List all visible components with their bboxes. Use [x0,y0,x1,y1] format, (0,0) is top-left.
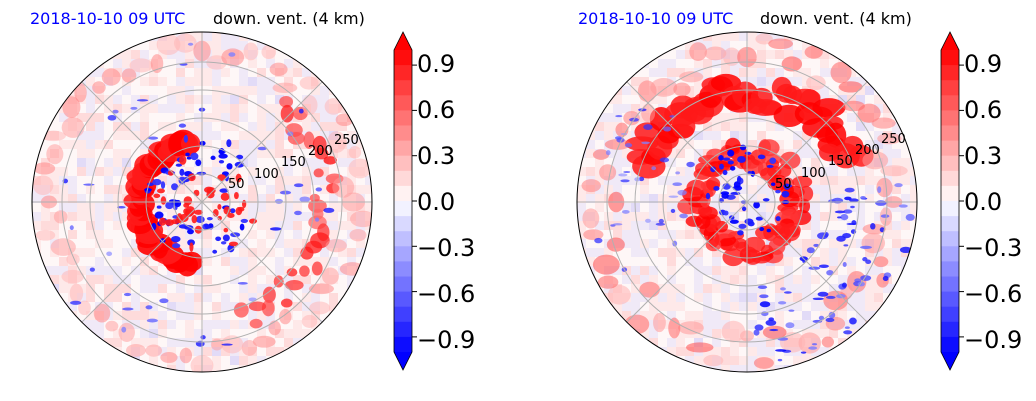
colorbar-level [941,261,959,277]
colorbar-level [941,95,959,111]
angular-grid-line [201,201,323,323]
colorbar-level [394,65,412,81]
polar-grid [577,32,917,372]
radial-tick-labels: 50 100 150 200 250 [228,133,359,192]
colorbar-level [941,185,959,202]
colorbar-level [941,216,959,232]
colorbar-outline [393,31,413,371]
colorbar-level [941,140,959,157]
colorbar-level [394,216,412,232]
colorbar-tick-label: −0.3 [964,234,1022,262]
polar-panel-left: 2018-10-10 09 UTC down. vent. (4 km) 50 … [30,9,475,373]
colorbar-level [394,231,412,247]
colorbar-level [394,80,412,96]
colorbar-extend-max [394,32,412,50]
colorbar-level [941,306,959,323]
radial-tick-label: 200 [855,143,880,158]
panel-date-label: 2018-10-10 09 UTC [30,9,185,28]
colorbar [393,31,417,371]
colorbar-tick-label: −0.6 [417,280,475,308]
colorbar-level [941,155,959,172]
colorbar-level [394,201,412,217]
colorbar-tick-label: −0.9 [964,326,1022,354]
colorbar-level [941,170,959,187]
colorbar-level [941,125,959,142]
colorbar-tick-label: 0.3 [417,142,455,170]
colorbar-tick-label: −0.6 [964,280,1022,308]
colorbar-tick-label: 0.9 [964,50,1002,78]
colorbar-level [394,170,412,187]
radial-tick-label: 150 [281,155,306,170]
colorbar-level [941,276,959,293]
colorbar-level [394,140,412,157]
colorbar-level [941,336,959,353]
radial-tick-label: 150 [828,154,853,169]
colorbar-level [941,291,959,308]
radial-tick-labels: 50 100 150 200 250 [775,132,906,192]
colorbar-level [941,246,959,262]
colorbar [940,31,964,371]
colorbar-level [394,306,412,323]
angular-grid-line [626,201,748,323]
colorbar-level [394,276,412,293]
colorbar-tick-label: 0.6 [964,96,1002,124]
colorbar-level [394,321,412,338]
colorbar-level [394,261,412,277]
colorbar-tick-labels: 0.9 0.6 0.3 0.0 −0.3 −0.6 −0.9 [964,50,1022,354]
angular-grid-line [81,201,203,323]
colorbar-tick-label: −0.9 [417,326,475,354]
colorbar-level [941,231,959,247]
panel-title: down. vent. (4 km) [213,9,365,28]
colorbar-level [941,110,959,126]
colorbar-level [394,50,412,66]
radial-tick-label: 50 [775,177,792,192]
colorbar-level [941,201,959,217]
colorbar-tick-label: 0.0 [964,188,1002,216]
colorbar-tick-label: −0.3 [417,234,475,262]
panel-title: down. vent. (4 km) [760,9,912,28]
panel-date-label: 2018-10-10 09 UTC [578,9,733,28]
radial-tick-label: 250 [334,133,359,148]
colorbar-extend-min [394,352,412,370]
polar-frame [31,31,373,373]
angular-grid-line [201,81,323,203]
colorbar-extend-max [941,32,959,50]
radial-tick-label: 100 [254,167,279,182]
polar-frame [576,31,918,373]
radial-tick-label: 50 [228,177,245,192]
colorbar-extend-min [941,352,959,370]
colorbar-level [941,65,959,81]
colorbar-tick-label: 0.9 [417,50,455,78]
colorbar-tick-labels: 0.9 0.6 0.3 0.0 −0.3 −0.6 −0.9 [417,50,475,354]
colorbar-level [394,125,412,142]
angular-grid-line [746,201,868,323]
radial-tick-label: 100 [801,166,826,181]
colorbar-level [394,246,412,262]
colorbar-level [941,80,959,96]
colorbar-level [394,155,412,172]
colorbar-level [941,321,959,338]
colorbar-tick-label: 0.3 [964,142,1002,170]
angular-grid-line [746,81,868,203]
colorbar-level [394,95,412,111]
colorbar-level [941,50,959,66]
colorbar-level [394,185,412,202]
polar-panel-right: 2018-10-10 09 UTC down. vent. (4 km) 50 … [576,9,1022,373]
polar-grid [32,32,372,372]
colorbar-tick-label: 0.6 [417,96,455,124]
colorbar-level [394,110,412,126]
colorbar-level [394,291,412,308]
radial-tick-label: 200 [308,144,333,159]
colorbar-outline [940,31,960,371]
angular-grid-line [626,81,748,203]
colorbar-level [394,336,412,353]
colorbar-tick-label: 0.0 [417,188,455,216]
angular-grid-line [81,81,203,203]
radial-tick-label: 250 [881,132,906,147]
